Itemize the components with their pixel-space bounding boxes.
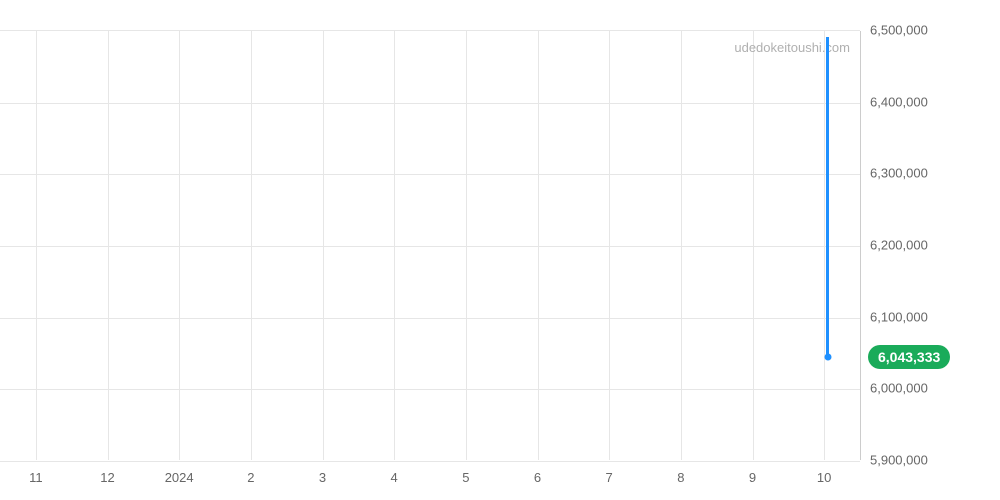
x-tick-label: 9	[749, 470, 756, 485]
y-axis-line	[860, 31, 861, 460]
h-gridline	[0, 103, 860, 104]
x-tick-label: 10	[817, 470, 831, 485]
v-gridline	[466, 31, 467, 460]
y-tick-label: 5,900,000	[870, 453, 928, 468]
v-gridline	[824, 31, 825, 460]
data-marker	[825, 354, 832, 361]
x-tick-label: 8	[677, 470, 684, 485]
h-gridline	[0, 174, 860, 175]
x-tick-label: 2024	[165, 470, 194, 485]
current-value-badge: 6,043,333	[868, 345, 950, 369]
x-tick-label: 2	[247, 470, 254, 485]
x-tick-label: 7	[606, 470, 613, 485]
h-gridline	[0, 318, 860, 319]
x-tick-label: 5	[462, 470, 469, 485]
h-gridline	[0, 461, 860, 462]
x-tick-label: 4	[391, 470, 398, 485]
y-tick-label: 6,100,000	[870, 309, 928, 324]
price-chart: udedokeitoushi.com 6,043,333 6,500,000 6,…	[0, 0, 1000, 500]
v-gridline	[609, 31, 610, 460]
y-tick-label: 6,000,000	[870, 381, 928, 396]
y-tick-label: 6,200,000	[870, 238, 928, 253]
plot-area	[0, 30, 860, 460]
y-tick-label: 6,400,000	[870, 94, 928, 109]
y-tick-label: 6,500,000	[870, 23, 928, 38]
v-gridline	[108, 31, 109, 460]
v-gridline	[394, 31, 395, 460]
x-tick-label: 11	[29, 470, 43, 485]
v-gridline	[538, 31, 539, 460]
x-tick-label: 3	[319, 470, 326, 485]
v-gridline	[323, 31, 324, 460]
v-gridline	[753, 31, 754, 460]
watermark: udedokeitoushi.com	[734, 40, 850, 55]
data-line	[826, 37, 829, 357]
y-tick-label: 6,300,000	[870, 166, 928, 181]
v-gridline	[681, 31, 682, 460]
v-gridline	[251, 31, 252, 460]
h-gridline	[0, 246, 860, 247]
x-tick-label: 12	[100, 470, 114, 485]
x-tick-label: 6	[534, 470, 541, 485]
h-gridline	[0, 389, 860, 390]
v-gridline	[36, 31, 37, 460]
v-gridline	[179, 31, 180, 460]
